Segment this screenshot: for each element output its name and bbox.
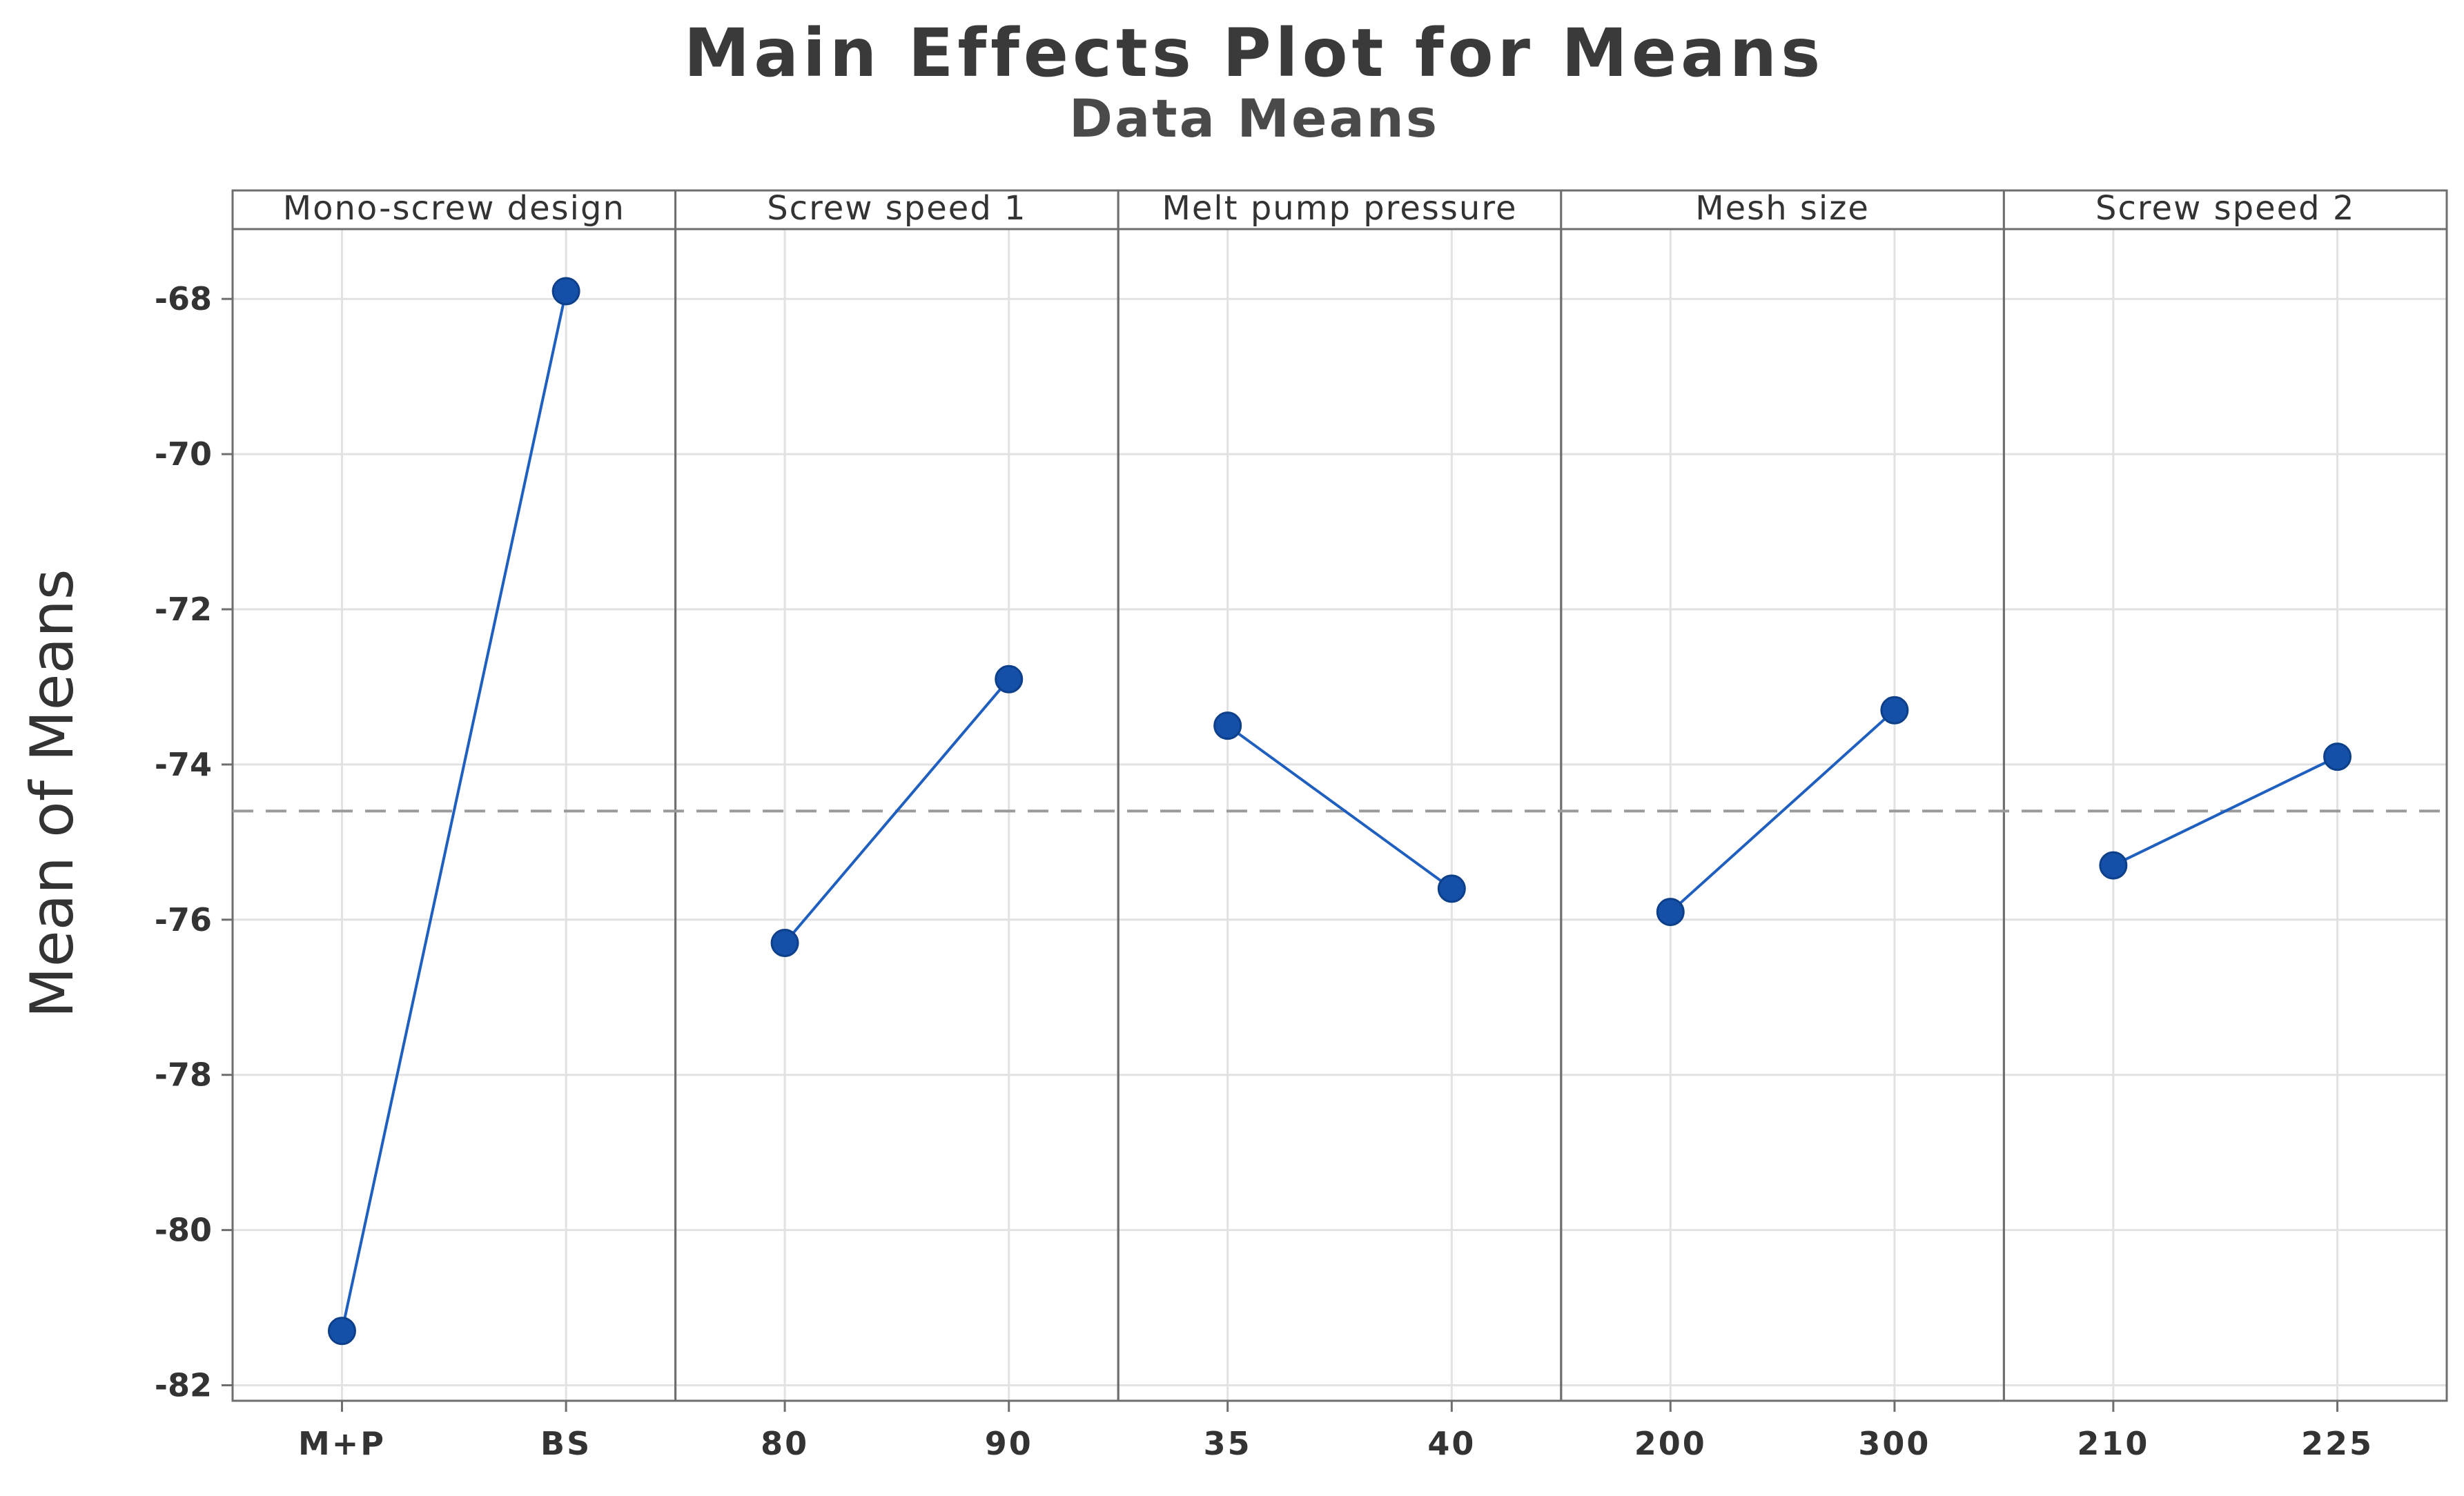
- panel-label: Mesh size: [1695, 189, 1870, 228]
- y-tick-label: -82: [155, 1367, 212, 1404]
- y-tick-label: -70: [155, 435, 212, 473]
- panel-header: [2002, 189, 2448, 230]
- x-tick-label: 300: [1858, 1425, 1930, 1462]
- data-point: [1437, 874, 1466, 903]
- y-axis-label: Mean of Means: [18, 569, 87, 1018]
- plot-area: -82 -80 -78 -76 -74 -72 -70 -68 Mono-screw desig…: [155, 189, 2448, 1462]
- chart-title: Main Effects Plot for Means: [684, 14, 1824, 92]
- panel-frame: [1560, 228, 2005, 1402]
- chart-subtitle: Data Means: [1069, 88, 1439, 149]
- series-line: [1669, 709, 1896, 914]
- panel-frame: [674, 228, 1119, 1402]
- x-tick-label: BS: [540, 1425, 591, 1462]
- x-tick-label: 40: [1427, 1425, 1476, 1462]
- x-tick-label: 80: [761, 1425, 809, 1462]
- grid-lines: [233, 229, 2447, 1401]
- panel-label: Screw speed 1: [767, 189, 1026, 228]
- series-line: [783, 678, 1010, 944]
- data-point: [1880, 696, 1909, 725]
- x-tick-label: M+P: [298, 1425, 386, 1462]
- panel-header: [231, 189, 677, 230]
- x-tick-label: 210: [2077, 1425, 2149, 1462]
- labels-layer: -82 -80 -78 -76 -74 -72 -70 -68 Mono-screw desig…: [155, 189, 2374, 1462]
- y-tick-label: -68: [155, 280, 212, 317]
- x-tick-label: 35: [1204, 1425, 1252, 1462]
- panel-frames: [222, 189, 2448, 1412]
- y-tick-label: -78: [155, 1056, 212, 1094]
- x-tick-label: 225: [2301, 1425, 2374, 1462]
- data-point: [1213, 711, 1242, 740]
- panel-header: [1560, 189, 2005, 230]
- data-point: [995, 665, 1024, 693]
- series-line: [340, 291, 568, 1332]
- y-tick-label: -80: [155, 1212, 212, 1249]
- panel-label: Melt pump pressure: [1162, 189, 1517, 228]
- y-tick-label: -72: [155, 591, 212, 628]
- series-layer: [327, 277, 2352, 1346]
- y-tick-label: -76: [155, 901, 212, 938]
- panel-header: [674, 189, 1119, 230]
- panel-label: Screw speed 2: [2095, 189, 2355, 228]
- data-point: [1656, 898, 1685, 927]
- data-point: [551, 277, 580, 306]
- panel-label: Mono-screw design: [283, 189, 625, 228]
- y-tick-label: -74: [155, 746, 212, 783]
- data-point: [770, 929, 799, 958]
- panel-frame: [2002, 228, 2448, 1402]
- series-line: [2113, 755, 2338, 867]
- data-point: [2099, 851, 2128, 880]
- series-line: [1226, 725, 1453, 890]
- data-point: [327, 1317, 356, 1346]
- x-tick-label: 200: [1634, 1425, 1707, 1462]
- data-point: [2323, 742, 2352, 771]
- panel-frame: [1117, 228, 1563, 1402]
- x-tick-label: 90: [985, 1425, 1033, 1462]
